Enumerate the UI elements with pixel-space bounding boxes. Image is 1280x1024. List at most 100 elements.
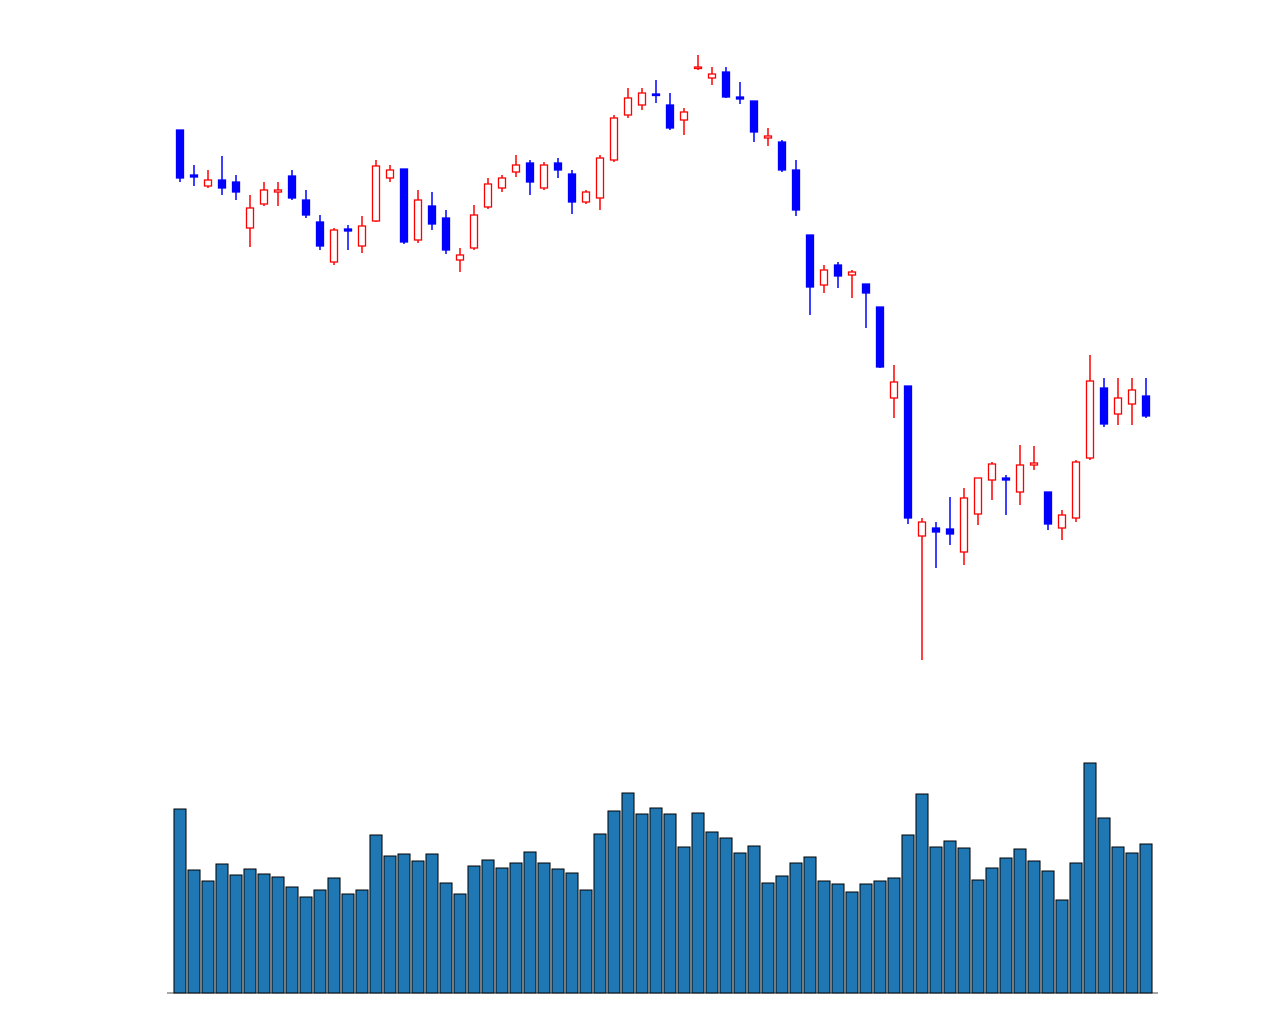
volume-bar <box>229 874 243 994</box>
volume-bar <box>313 889 327 994</box>
volume-bar <box>215 863 229 994</box>
candle-body <box>637 92 647 106</box>
candle-body <box>329 229 339 263</box>
volume-bar <box>327 877 341 994</box>
volume-bar <box>663 813 677 994</box>
volume-bar <box>761 882 775 994</box>
volume-bar <box>915 793 929 994</box>
candle-body <box>1071 461 1081 519</box>
volume-bar <box>649 807 663 994</box>
candle-body <box>273 189 283 193</box>
candle-body <box>455 254 465 261</box>
candle-body <box>259 189 269 205</box>
candle-body <box>707 73 717 79</box>
candle-body <box>861 283 871 294</box>
candle-body <box>539 164 549 189</box>
candle-body <box>1127 389 1137 405</box>
volume-bar <box>1097 817 1111 994</box>
candle-body <box>875 306 885 368</box>
candle-body <box>497 177 507 189</box>
candle-body <box>1057 514 1067 529</box>
candle-body <box>1113 397 1123 415</box>
volume-bar <box>943 840 957 994</box>
candle-body <box>763 135 773 139</box>
candle-body <box>721 71 731 98</box>
volume-bar <box>481 859 495 994</box>
volume-bar <box>173 808 187 994</box>
candle-body <box>189 174 199 178</box>
candle-body <box>889 381 899 399</box>
volume-bar <box>1041 870 1055 994</box>
volume-bar <box>789 862 803 994</box>
candle-body <box>833 264 843 277</box>
candle-body <box>791 169 801 211</box>
volume-bar <box>1125 852 1139 994</box>
candle-body <box>665 104 675 129</box>
volume-bar <box>565 872 579 994</box>
candle-body <box>609 117 619 161</box>
candle-body <box>553 162 563 171</box>
candle-body <box>469 214 479 249</box>
candle-body <box>231 181 241 193</box>
volume-bar <box>1139 843 1153 994</box>
candle-body <box>245 207 255 229</box>
volume-bar <box>901 834 915 994</box>
volume-bar <box>1083 762 1097 994</box>
volume-bar <box>243 868 257 994</box>
candle-body <box>777 141 787 171</box>
candle-body <box>973 477 983 515</box>
candle-body <box>903 385 913 519</box>
candle-body <box>315 221 325 247</box>
volume-bar <box>467 865 481 994</box>
volume-bar <box>397 853 411 994</box>
candle-body <box>1001 477 1011 481</box>
volume-bar <box>747 845 761 994</box>
volume-bar <box>873 880 887 994</box>
volume-bar <box>355 889 369 994</box>
volume-bar <box>705 831 719 994</box>
volume-bar <box>1013 848 1027 994</box>
candle-body <box>735 96 745 100</box>
volume-bar <box>453 893 467 994</box>
volume-bar <box>495 867 509 994</box>
candle-body <box>483 183 493 208</box>
volume-bar <box>285 886 299 994</box>
volume-bar <box>775 875 789 994</box>
volume-bar <box>957 847 971 994</box>
candle-body <box>399 168 409 243</box>
volume-bar <box>677 846 691 994</box>
candle-body <box>511 164 521 173</box>
volume-bar <box>817 880 831 994</box>
volume-bar <box>621 792 635 994</box>
candle-body <box>441 217 451 251</box>
candle-body <box>651 93 661 97</box>
candle-body <box>343 228 353 232</box>
volume-bar <box>425 853 439 994</box>
volume-bar <box>1111 846 1125 994</box>
candle-body <box>693 66 703 70</box>
volume-bar <box>201 880 215 994</box>
candle-body <box>987 463 997 481</box>
volume-bar <box>887 877 901 994</box>
volume-bar <box>593 833 607 994</box>
candle-body <box>1029 462 1039 466</box>
candle-body <box>847 271 857 276</box>
candle-body <box>1015 464 1025 493</box>
candle-body <box>917 521 927 537</box>
volume-bar <box>985 867 999 994</box>
candle-body <box>301 199 311 216</box>
volume-bar <box>257 873 271 994</box>
volume-bar <box>411 860 425 994</box>
volume-bar <box>369 834 383 994</box>
candle-body <box>525 162 535 183</box>
volume-bar <box>341 893 355 994</box>
candle-body <box>567 173 577 203</box>
volume-bar <box>859 883 873 994</box>
candle-body <box>287 175 297 199</box>
candle-body <box>595 157 605 199</box>
volume-bar <box>383 855 397 994</box>
candle-body <box>427 205 437 225</box>
candle-body <box>385 169 395 179</box>
volume-bar <box>551 868 565 994</box>
